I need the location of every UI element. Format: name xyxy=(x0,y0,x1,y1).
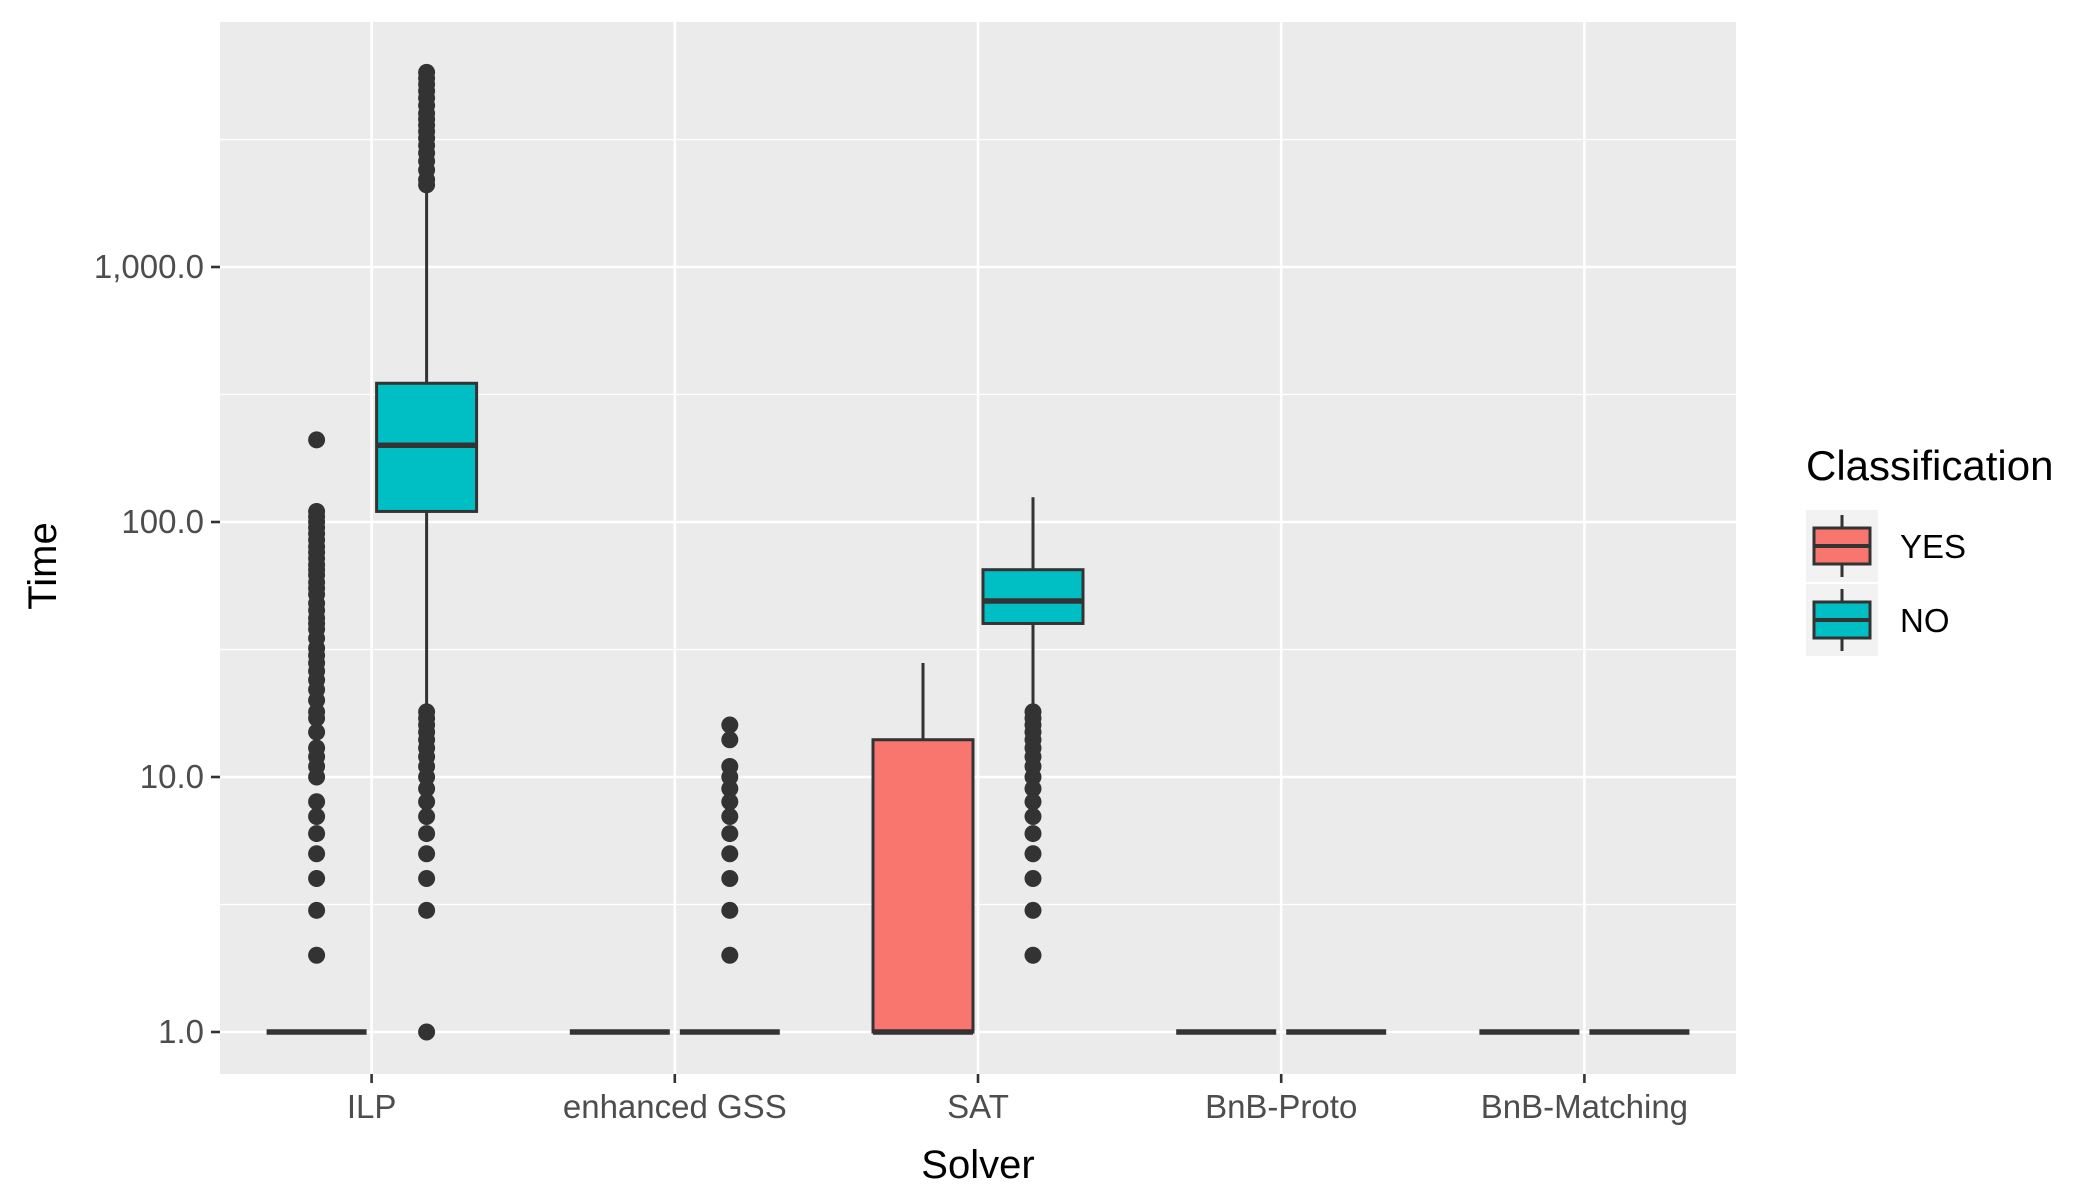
x-tick-label: enhanced GSS xyxy=(563,1088,787,1125)
y-tick-label: 1.0 xyxy=(158,1013,204,1050)
outlier-point xyxy=(721,793,739,811)
x-axis: ILP enhanced GSS SAT BnB-Proto BnB-Matching xyxy=(347,1074,1688,1125)
y-tick-label: 1,000.0 xyxy=(94,248,204,285)
outlier-point xyxy=(308,808,326,825)
x-tick-label: BnB-Matching xyxy=(1481,1088,1688,1125)
outlier-point xyxy=(418,869,436,887)
outlier-point xyxy=(1024,780,1042,798)
outlier-point xyxy=(308,739,326,757)
box-no-sat xyxy=(981,497,1085,964)
y-axis: 1.0 10.0 100.0 1,000.0 xyxy=(94,248,220,1050)
box-yes-ilp xyxy=(266,431,367,1035)
legend-label-no: NO xyxy=(1900,602,1950,639)
legend: Classification YES NO xyxy=(1806,442,2053,656)
x-tick-label: BnB-Proto xyxy=(1205,1088,1357,1125)
outlier-point xyxy=(721,825,739,843)
outlier-point xyxy=(1024,793,1042,811)
outlier-point xyxy=(418,63,436,81)
box-no-ilp xyxy=(375,63,479,1041)
outlier-point xyxy=(308,845,326,863)
outlier-point xyxy=(418,703,436,721)
x-axis-title: Solver xyxy=(921,1143,1034,1187)
outlier-point xyxy=(1024,845,1042,863)
outlier-point xyxy=(721,946,739,964)
legend-item-yes: YES xyxy=(1806,510,1966,582)
outlier-point xyxy=(418,1023,436,1041)
outlier-point xyxy=(1024,869,1042,887)
outlier-point xyxy=(418,793,436,811)
grid-major xyxy=(220,22,1736,1074)
box-body xyxy=(871,738,975,1034)
outlier-point xyxy=(418,901,436,919)
outlier-point xyxy=(418,808,436,825)
legend-label-yes: YES xyxy=(1900,528,1966,565)
outlier-point xyxy=(1024,703,1042,721)
boxes xyxy=(266,63,1690,1041)
outlier-point xyxy=(1024,946,1042,964)
outlier-point xyxy=(418,780,436,798)
outlier-point xyxy=(308,502,326,520)
box-body xyxy=(981,568,1085,625)
outlier-point xyxy=(308,825,326,843)
outlier-point xyxy=(308,946,326,964)
legend-title: Classification xyxy=(1806,442,2053,489)
outlier-point xyxy=(721,757,739,775)
outlier-point xyxy=(1024,825,1042,843)
outlier-point xyxy=(308,703,326,721)
outlier-point xyxy=(721,716,739,734)
x-tick-label: SAT xyxy=(947,1088,1009,1125)
y-axis-title: Time xyxy=(21,522,65,609)
outlier-point xyxy=(721,901,739,919)
outlier-point xyxy=(1024,901,1042,919)
box-no-enhanced-gss xyxy=(679,716,780,1035)
outlier-point xyxy=(308,723,326,741)
outlier-point xyxy=(721,780,739,798)
outlier-point xyxy=(308,431,326,449)
outlier-point xyxy=(308,901,326,919)
y-tick-label: 10.0 xyxy=(140,758,204,795)
outlier-point xyxy=(721,845,739,863)
outlier-point xyxy=(308,793,326,811)
y-tick-label: 100.0 xyxy=(121,503,204,540)
outlier-point xyxy=(418,845,436,863)
outlier-point xyxy=(1024,808,1042,825)
outlier-point xyxy=(418,825,436,843)
outlier-point xyxy=(721,731,739,749)
box-yes-sat xyxy=(871,662,975,1035)
outlier-point xyxy=(308,869,326,887)
x-tick-label: ILP xyxy=(347,1088,397,1125)
outlier-point xyxy=(721,808,739,825)
outlier-point xyxy=(721,869,739,887)
legend-item-no: NO xyxy=(1806,584,1950,656)
